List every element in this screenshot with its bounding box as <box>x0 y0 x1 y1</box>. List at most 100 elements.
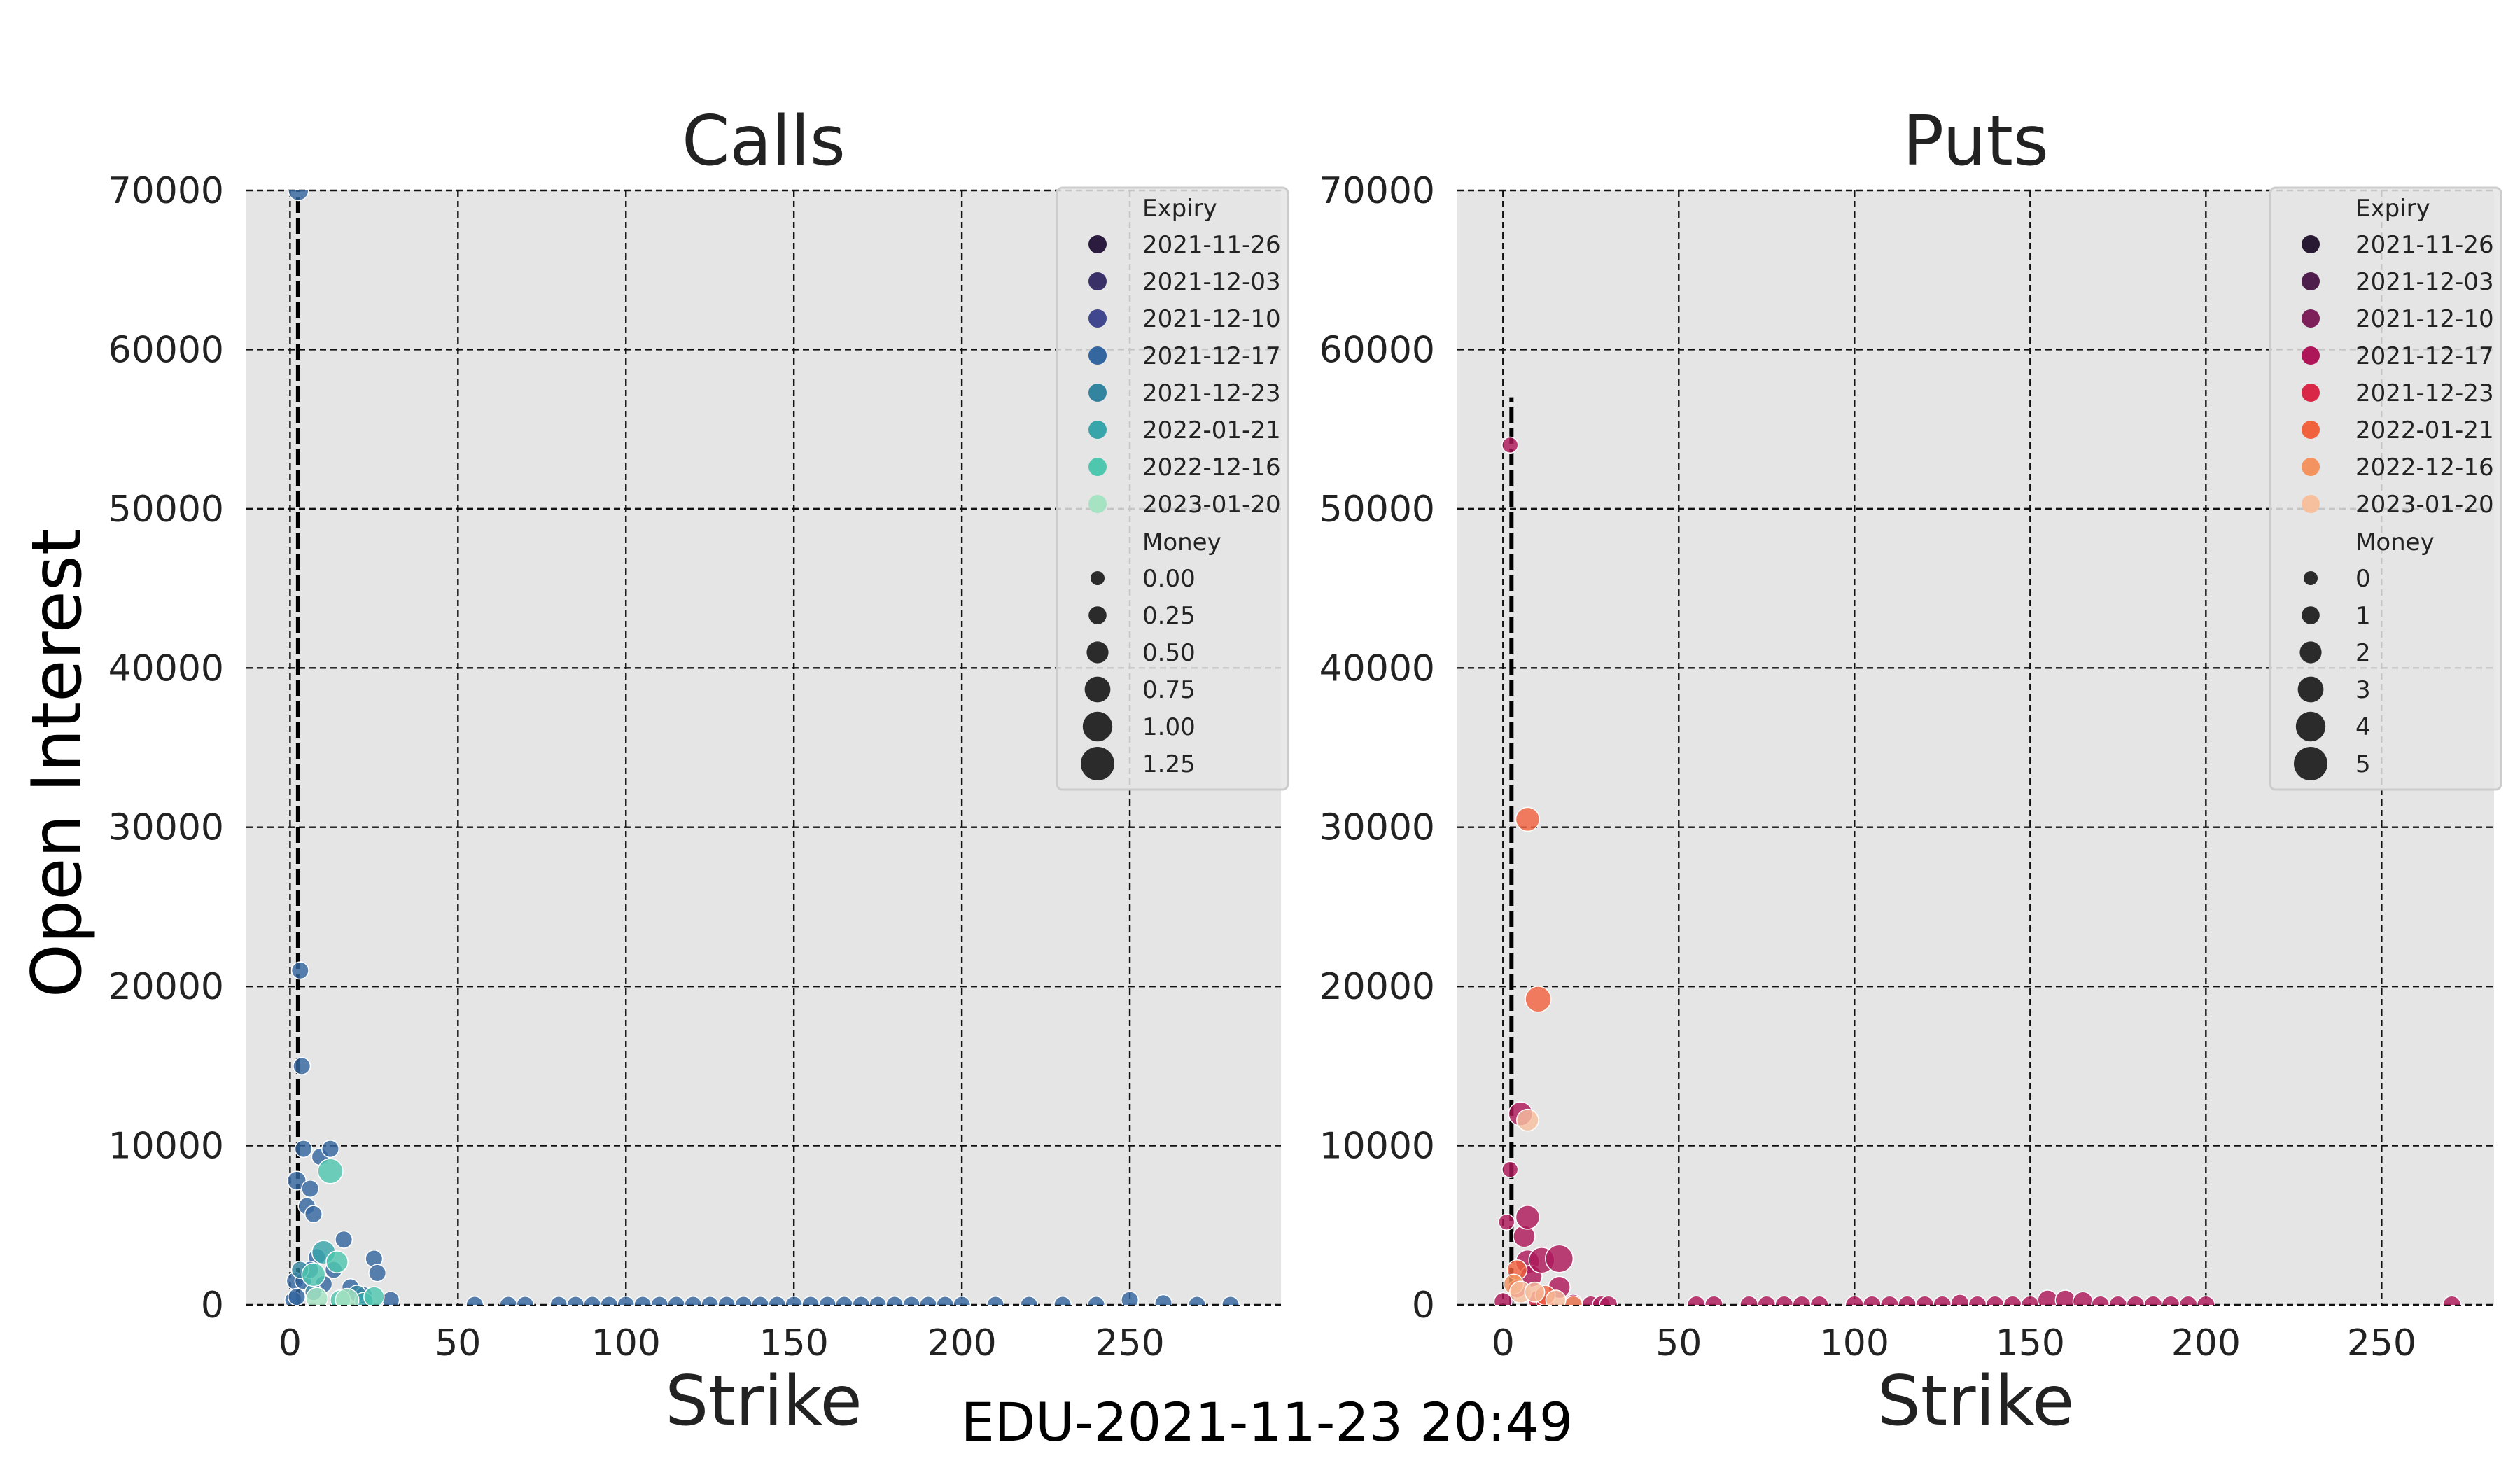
calls-legend-label: 2022-01-21 <box>1142 416 1281 444</box>
puts-legend-marker <box>2302 235 2320 253</box>
calls-data-point <box>986 1296 1005 1305</box>
calls-data-point <box>304 1205 323 1224</box>
calls-data-point <box>317 1158 344 1184</box>
calls-legend-label: 2021-11-26 <box>1142 231 1281 259</box>
calls-data-point <box>852 1296 871 1305</box>
calls-legend-label: 2023-01-20 <box>1142 491 1281 519</box>
calls-data-point <box>718 1296 736 1305</box>
calls-legend-box <box>1056 186 1289 791</box>
puts-data-point <box>1515 806 1541 832</box>
calls-data-point <box>1222 1296 1240 1305</box>
calls-legend-marker <box>1088 421 1107 439</box>
puts-data-point <box>2442 1295 2462 1305</box>
calls-data-point <box>287 1287 306 1305</box>
puts-legend-marker <box>2302 384 2320 402</box>
calls-legend-label: 1.25 <box>1142 750 1196 778</box>
puts-legend-marker <box>2302 495 2320 513</box>
puts-data-point <box>1933 1295 1952 1305</box>
calls-ytick-label: 50000 <box>108 489 224 531</box>
puts-legend-label: 2 <box>2356 639 2371 667</box>
calls-legend-marker <box>1088 235 1107 253</box>
puts-data-point <box>1545 1244 1574 1273</box>
calls-legend-size-marker <box>1088 606 1107 624</box>
calls-ytick-label: 0 <box>201 1284 224 1326</box>
puts-legend-label: 0 <box>2356 565 2371 593</box>
puts-data-point <box>1525 986 1552 1013</box>
puts-data-point <box>2108 1295 2128 1305</box>
calls-legend-label: 2021-12-17 <box>1142 342 1281 370</box>
calls-xtick-label: 200 <box>927 1322 996 1364</box>
puts-data-point <box>1516 1108 1539 1132</box>
calls-data-point <box>305 1287 329 1305</box>
calls-data-point <box>290 961 309 980</box>
calls-data-point <box>516 1296 535 1305</box>
puts-data-point <box>1968 1295 1987 1305</box>
puts-data-point <box>1862 1295 1882 1305</box>
calls-points <box>284 190 1240 1305</box>
calls-xlabel: Strike <box>665 1362 862 1441</box>
calls-data-point <box>1188 1296 1207 1305</box>
calls-data-point <box>634 1296 652 1305</box>
puts-legend-size-marker <box>2300 641 2322 664</box>
calls-legend-size-marker <box>1086 641 1109 664</box>
puts-data-point <box>1704 1295 1724 1305</box>
puts-data-point <box>2054 1289 2076 1305</box>
puts-legend-size-marker <box>2295 711 2326 742</box>
puts-data-point <box>1809 1295 1829 1305</box>
calls-data-point <box>293 1056 312 1075</box>
puts-ytick-label: 30000 <box>1320 807 1435 849</box>
puts-data-point <box>1950 1294 1970 1305</box>
calls-data-point <box>382 1291 400 1305</box>
puts-ytick-label: 50000 <box>1320 489 1435 531</box>
calls-data-point <box>650 1296 669 1305</box>
calls-data-point <box>363 1286 385 1305</box>
puts-data-point <box>2178 1295 2198 1305</box>
calls-xtick-label: 0 <box>279 1322 302 1364</box>
calls-legend-size-marker <box>1082 711 1113 742</box>
calls-data-point <box>583 1296 602 1305</box>
puts-legend-size-marker <box>2302 606 2320 624</box>
calls-legend-size-title: Money <box>1142 528 1222 556</box>
calls-ytick-label: 60000 <box>108 329 224 371</box>
puts-ytick-label: 20000 <box>1320 966 1435 1008</box>
calls-data-point <box>1020 1296 1039 1305</box>
calls-xtick-label: 250 <box>1095 1322 1164 1364</box>
puts-legend-label: 2023-01-20 <box>2356 491 2494 519</box>
puts-data-point <box>2037 1289 2059 1305</box>
puts-points <box>1493 436 2462 1305</box>
calls-ytick-label: 40000 <box>108 648 224 690</box>
puts-data-point <box>1915 1295 1935 1305</box>
puts-data-point <box>1792 1295 1812 1305</box>
puts-ytick-label: 40000 <box>1320 648 1435 690</box>
calls-xtick-label: 50 <box>435 1322 481 1364</box>
calls-data-point <box>902 1296 921 1305</box>
puts-legend-size-title: Money <box>2356 528 2435 556</box>
calls-data-point <box>566 1296 585 1305</box>
calls-legend-label: 0.75 <box>1142 676 1196 704</box>
calls-data-point <box>617 1296 636 1305</box>
puts-xtick-label: 200 <box>2171 1322 2241 1364</box>
calls-data-point <box>1154 1294 1173 1305</box>
puts-data-point <box>1879 1295 1900 1305</box>
calls-legend-size-marker <box>1091 571 1105 585</box>
calls-data-point <box>768 1296 787 1305</box>
puts-xtick-label: 150 <box>1996 1322 2065 1364</box>
calls-legend-marker <box>1088 384 1107 402</box>
calls-legend-label: 2021-12-03 <box>1142 268 1281 296</box>
puts-data-point <box>1599 1295 1618 1305</box>
calls-legend-marker <box>1088 346 1107 365</box>
puts-legend-marker <box>2302 458 2320 476</box>
puts-legend-label: 2022-12-16 <box>2356 454 2494 482</box>
puts-data-point <box>2161 1295 2180 1305</box>
calls-ytick-label: 30000 <box>108 807 224 849</box>
calls-data-point <box>335 1230 354 1249</box>
calls-data-point <box>294 1140 313 1158</box>
puts-legend-label: 5 <box>2356 750 2371 778</box>
calls-legend: Expiry 2021-11-26 2021-12-03 2021-12-10 2021… <box>1056 186 1289 791</box>
calls-xtick-label: 100 <box>592 1322 661 1364</box>
puts-data-point <box>2003 1295 2022 1305</box>
calls-data-point <box>886 1296 904 1305</box>
calls-title: Calls <box>682 102 846 181</box>
puts-data-point <box>1515 1205 1541 1230</box>
calls-data-point <box>465 1296 484 1305</box>
